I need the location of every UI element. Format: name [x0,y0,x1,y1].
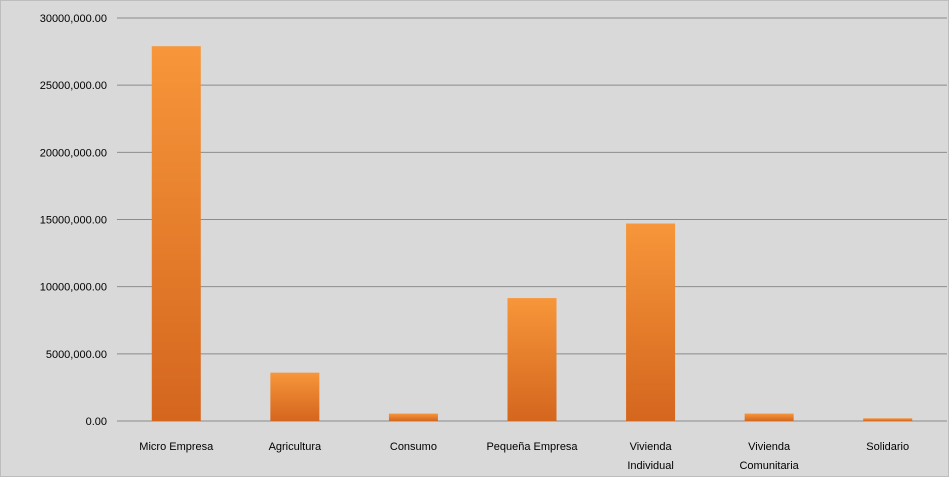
x-category-label-line: Pequeña Empresa [486,441,578,453]
x-category-label: Vivienda Comunitaria [739,441,799,472]
x-category-label-line: Vivienda [748,441,791,453]
gridlines [117,17,947,422]
y-axis-tick-labels: 0.00 5000,000.00 10000,000.00 15000,000.00 2… [40,13,107,428]
x-category-label: Vivienda Individual [627,441,673,472]
y-tick-label: 30000,000.00 [40,13,107,25]
x-category-label-line: Consumo [390,441,437,453]
y-tick-label: 5000,000.00 [46,349,107,361]
x-category-label-line: Agricultura [269,441,322,453]
x-category-label-line: Comunitaria [739,460,799,472]
bar [863,418,913,421]
y-tick-label: 0.00 [86,416,107,428]
bar [388,413,438,421]
y-tick-label: 15000,000.00 [40,215,107,227]
x-category-label: Pequeña Empresa [486,441,578,453]
y-tick-label: 25000,000.00 [40,80,107,92]
x-category-label: Micro Empresa [139,441,214,453]
bar [626,223,676,421]
bar [507,298,557,421]
x-category-label: Consumo [390,441,437,453]
y-tick-label: 20000,000.00 [40,147,107,159]
x-category-label-line: Vivienda [630,441,673,453]
y-tick-label: 10000,000.00 [40,282,107,294]
bar [744,413,794,421]
x-category-label: Solidario [866,441,909,453]
bars [151,46,913,422]
bar [270,372,320,421]
x-category-label-line: Individual [627,460,673,472]
x-category-label-line: Solidario [866,441,909,453]
x-category-label: Agricultura [269,441,322,453]
x-category-label-line: Micro Empresa [139,441,214,453]
bar [151,46,201,422]
x-axis-category-labels: Micro Empresa Agricultura Consumo Pequeña E… [139,441,909,472]
